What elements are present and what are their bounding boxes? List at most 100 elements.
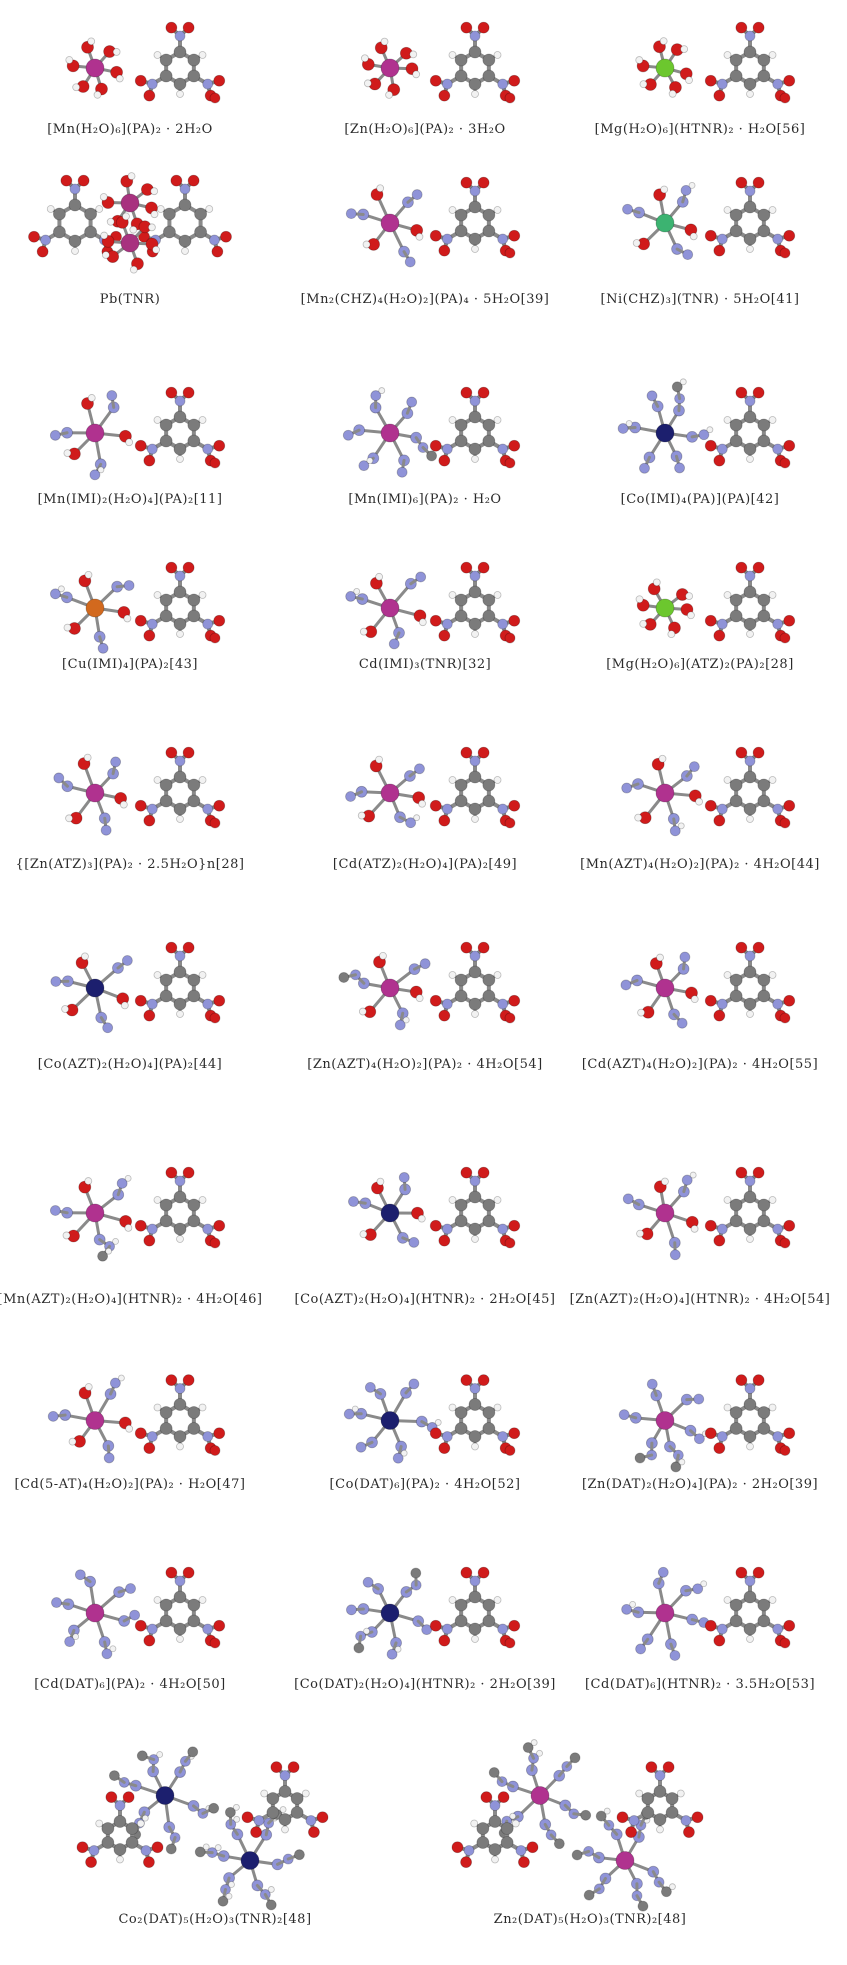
oxygen-atom: [783, 229, 796, 242]
hydrogen-atom: [358, 1007, 367, 1016]
hydrogen-atom: [695, 797, 703, 806]
carbon-atom: [729, 1406, 743, 1419]
oxygen-atom: [213, 1427, 226, 1440]
nitrogen-atom: [102, 1022, 114, 1034]
carbon-atom: [641, 1792, 655, 1805]
hydrogen-atom: [152, 245, 160, 254]
metal-center-atom: [240, 1851, 260, 1870]
hydrogen-atom: [359, 627, 368, 636]
hydrogen-atom: [363, 79, 372, 88]
nitrogen-atom: [682, 249, 694, 260]
carbon-atom: [468, 1590, 482, 1604]
structure-drawing: [338, 941, 521, 1031]
carbon-atom: [729, 69, 743, 83]
oxygen-atom: [213, 1219, 226, 1232]
hydrogen-atom: [471, 90, 479, 98]
carbon-atom: [729, 989, 743, 1003]
oxygen-atom: [508, 1219, 521, 1232]
nitrogen-atom: [146, 1431, 158, 1442]
oxygen-atom: [165, 1166, 178, 1179]
metal-center-atom: [85, 598, 105, 618]
hydrogen-atom: [723, 776, 732, 784]
carbon-atom: [757, 1598, 771, 1612]
hydrogen-atom: [198, 51, 207, 59]
carbon-atom: [482, 69, 496, 83]
carbon-atom: [488, 1767, 500, 1778]
carbon-atom: [743, 802, 757, 816]
carbon-atom: [266, 1806, 280, 1819]
oxygen-atom: [683, 1826, 695, 1839]
hydrogen-atom: [153, 776, 162, 784]
nitrogen-atom: [654, 1770, 666, 1781]
carbon-atom: [468, 77, 482, 91]
hydrogen-atom: [63, 449, 72, 457]
oxygen-atom: [783, 799, 796, 812]
nitrogen-atom: [469, 395, 481, 407]
structure-drawing: [348, 1166, 521, 1249]
hydrogen-atom: [658, 754, 667, 763]
nitrogen-atom: [469, 755, 481, 767]
metal-center-atom: [655, 598, 675, 618]
hydrogen-atom: [723, 1403, 732, 1412]
nitrogen-atom: [146, 618, 158, 630]
nitrogen-atom: [146, 998, 158, 1010]
hydrogen-atom: [471, 1635, 479, 1643]
carbon-atom: [743, 1590, 757, 1604]
hydrogen-atom: [746, 245, 754, 253]
hydrogen-atom: [125, 1424, 134, 1433]
structure-caption: [Co(DAT)₆](PA)₂ · 4H₂O[52]: [329, 1477, 521, 1492]
nitrogen-atom: [744, 950, 756, 962]
carbon-atom: [125, 1822, 139, 1835]
water-oxygen-atom: [504, 92, 516, 104]
carbon-atom: [743, 1222, 757, 1236]
oxygen-atom: [143, 1234, 156, 1247]
carbon-atom: [569, 1752, 581, 1764]
oxygen-atom: [460, 561, 473, 574]
nitrogen-atom: [716, 1431, 728, 1442]
carbon-atom: [488, 1815, 502, 1828]
nitrogen-atom: [744, 395, 756, 407]
oxygen-atom: [182, 1166, 195, 1179]
hydrogen-atom: [768, 206, 777, 214]
nitrogen-atom: [646, 1378, 658, 1390]
carbon-atom: [159, 609, 173, 623]
carbon-atom: [665, 1806, 679, 1819]
nitrogen-atom: [469, 950, 481, 962]
structure-caption: [Co(AZT)₂(H₂O)₄](HTNR)₂ · 2H₂O[45]: [294, 1292, 556, 1307]
carbon-atom: [757, 778, 771, 792]
structure-caption: [Cu(IMI)₄](PA)₂[43]: [62, 657, 198, 672]
oxygen-atom: [28, 230, 40, 243]
metal-center-atom: [380, 423, 400, 443]
hydrogen-atom: [471, 245, 479, 253]
hydrogen-atom: [150, 187, 159, 196]
oxygen-atom: [287, 1761, 300, 1774]
hydrogen-atom: [471, 630, 479, 638]
nitrogen-atom: [146, 78, 158, 90]
nitrogen-atom: [463, 1845, 475, 1856]
water-oxygen-atom: [504, 817, 516, 829]
nitrogen-atom: [114, 1800, 126, 1811]
hydrogen-atom: [723, 591, 732, 599]
hydrogen-atom: [746, 1235, 754, 1243]
oxygen-atom: [438, 1234, 451, 1247]
hydrogen-atom: [536, 1749, 543, 1757]
hydrogen-atom: [746, 1442, 754, 1451]
carbon-atom: [84, 225, 97, 239]
nitrogen-atom: [253, 1815, 265, 1826]
metal-center-atom: [655, 783, 675, 803]
carbon-atom: [173, 1398, 187, 1411]
structure-drawing: [635, 21, 796, 104]
nitrogen-atom: [716, 618, 728, 630]
nitrogen-atom: [404, 256, 416, 268]
oxygen-atom: [477, 176, 490, 189]
oxygen-atom: [438, 244, 451, 257]
nitrogen-atom: [622, 1193, 634, 1205]
carbon-atom: [165, 1843, 177, 1855]
oxygen-atom: [662, 1761, 675, 1774]
structure-drawing: [49, 1166, 226, 1262]
hydrogen-atom: [679, 378, 687, 386]
structure-caption: [Mn(IMI)₂(H₂O)₄](PA)₂[11]: [37, 492, 223, 507]
carbon-atom: [353, 1642, 365, 1654]
carbon-atom: [454, 53, 468, 67]
structure-drawing: [617, 378, 796, 474]
